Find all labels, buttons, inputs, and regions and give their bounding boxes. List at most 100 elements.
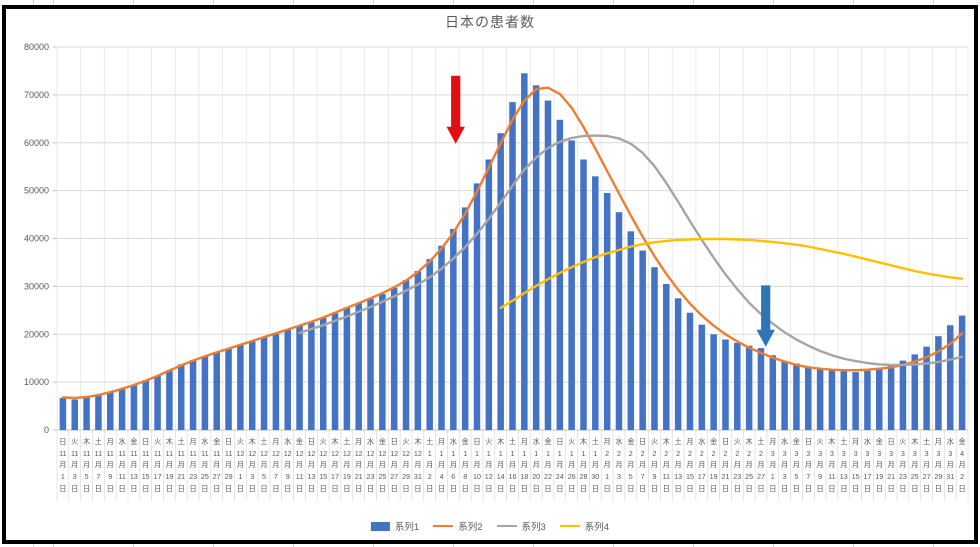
svg-text:土: 土 <box>674 437 681 446</box>
svg-text:14: 14 <box>497 472 505 481</box>
legend-item-series4[interactable]: 系列4 <box>559 519 609 533</box>
svg-text:3: 3 <box>842 449 846 458</box>
line-series-3[interactable] <box>298 134 964 367</box>
svg-text:2: 2 <box>676 449 680 458</box>
svg-text:月: 月 <box>674 460 681 469</box>
svg-text:金: 金 <box>130 437 137 446</box>
svg-text:日: 日 <box>722 484 729 493</box>
svg-text:1: 1 <box>428 449 432 458</box>
svg-text:日: 日 <box>580 484 587 493</box>
svg-text:水: 水 <box>201 437 208 446</box>
svg-text:金: 金 <box>876 437 883 446</box>
svg-text:金: 金 <box>462 437 469 446</box>
line-series-2[interactable] <box>61 86 964 400</box>
svg-text:12: 12 <box>355 449 363 458</box>
svg-text:19: 19 <box>710 472 718 481</box>
svg-text:22: 22 <box>544 472 552 481</box>
svg-text:水: 水 <box>450 437 457 446</box>
svg-text:16: 16 <box>509 472 517 481</box>
svg-text:1: 1 <box>487 449 491 458</box>
svg-text:12: 12 <box>402 449 410 458</box>
svg-text:日: 日 <box>828 484 835 493</box>
svg-text:月: 月 <box>887 460 894 469</box>
line-series-4[interactable] <box>499 237 964 310</box>
svg-text:17: 17 <box>698 472 706 481</box>
svg-text:月: 月 <box>639 460 646 469</box>
svg-text:日: 日 <box>166 484 173 493</box>
svg-text:11: 11 <box>130 449 137 458</box>
svg-text:25: 25 <box>745 472 753 481</box>
svg-text:日: 日 <box>603 484 610 493</box>
svg-text:月: 月 <box>734 460 741 469</box>
svg-text:月: 月 <box>379 460 386 469</box>
svg-text:日: 日 <box>308 437 315 446</box>
svg-text:27: 27 <box>213 472 221 481</box>
svg-text:25: 25 <box>911 472 919 481</box>
svg-text:1: 1 <box>522 449 526 458</box>
svg-text:日: 日 <box>130 484 137 493</box>
svg-text:9: 9 <box>653 472 657 481</box>
svg-text:日: 日 <box>95 484 102 493</box>
svg-text:火: 火 <box>734 437 741 446</box>
blue-down-arrow[interactable] <box>756 285 775 347</box>
svg-text:日: 日 <box>769 484 776 493</box>
svg-text:1: 1 <box>570 449 574 458</box>
svg-text:60000: 60000 <box>24 138 49 148</box>
svg-text:29: 29 <box>225 472 233 481</box>
svg-text:1: 1 <box>499 449 503 458</box>
svg-text:3: 3 <box>936 449 940 458</box>
svg-text:27: 27 <box>757 472 765 481</box>
svg-text:9: 9 <box>818 472 822 481</box>
svg-text:月: 月 <box>154 460 161 469</box>
svg-text:2: 2 <box>960 472 964 481</box>
red-down-arrow[interactable] <box>446 75 465 144</box>
svg-text:2: 2 <box>617 449 621 458</box>
svg-text:日: 日 <box>805 484 812 493</box>
svg-text:日: 日 <box>485 484 492 493</box>
svg-text:20000: 20000 <box>24 329 49 339</box>
svg-text:19: 19 <box>343 472 351 481</box>
svg-text:3: 3 <box>818 449 822 458</box>
svg-text:月: 月 <box>686 437 693 446</box>
svg-text:木: 木 <box>745 437 752 446</box>
bar-series-1[interactable] <box>59 73 966 431</box>
svg-text:月: 月 <box>521 460 528 469</box>
svg-text:24: 24 <box>556 472 564 481</box>
svg-text:月: 月 <box>355 437 362 446</box>
svg-text:3: 3 <box>73 472 77 481</box>
svg-text:月: 月 <box>118 460 125 469</box>
svg-text:水: 水 <box>367 437 374 446</box>
svg-text:月: 月 <box>83 460 90 469</box>
svg-text:29: 29 <box>402 472 410 481</box>
svg-text:日: 日 <box>225 484 232 493</box>
svg-text:3: 3 <box>783 472 787 481</box>
svg-text:80000: 80000 <box>24 42 49 52</box>
chart-title[interactable]: 日本の患者数 <box>445 14 535 30</box>
svg-text:1: 1 <box>511 449 515 458</box>
svg-text:月: 月 <box>722 460 729 469</box>
svg-text:日: 日 <box>201 484 208 493</box>
svg-text:土: 土 <box>178 437 185 446</box>
svg-text:日: 日 <box>533 484 540 493</box>
svg-text:金: 金 <box>627 437 634 446</box>
svg-text:12: 12 <box>307 449 315 458</box>
svg-text:木: 木 <box>414 437 421 446</box>
svg-text:月: 月 <box>947 460 954 469</box>
legend-item-series2[interactable]: 系列2 <box>433 519 483 533</box>
svg-text:3: 3 <box>865 449 869 458</box>
svg-text:日: 日 <box>225 437 232 446</box>
svg-text:月: 月 <box>911 460 918 469</box>
svg-text:月: 月 <box>651 460 658 469</box>
svg-text:23: 23 <box>189 472 197 481</box>
svg-text:日: 日 <box>343 484 350 493</box>
legend-item-series3[interactable]: 系列3 <box>496 519 546 533</box>
legend-item-series1[interactable]: 系列1 <box>370 519 419 533</box>
svg-text:11: 11 <box>71 449 78 458</box>
svg-text:9: 9 <box>108 472 112 481</box>
svg-text:3: 3 <box>250 472 254 481</box>
svg-text:11: 11 <box>83 449 90 458</box>
svg-text:3: 3 <box>617 472 621 481</box>
svg-text:火: 火 <box>568 437 575 446</box>
svg-text:12: 12 <box>319 449 327 458</box>
